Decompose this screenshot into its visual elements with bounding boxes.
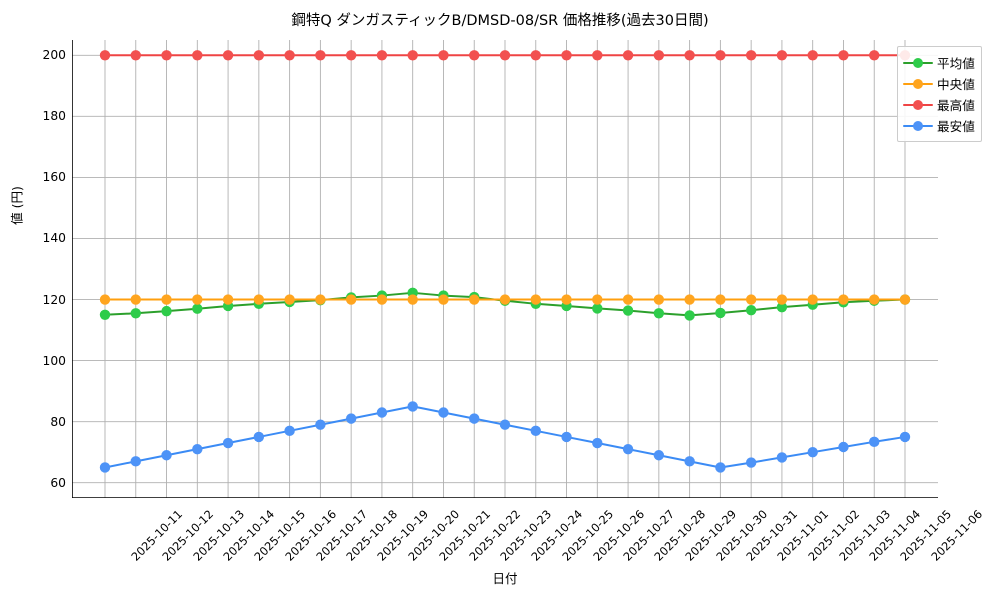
legend-marker-icon [903, 77, 933, 91]
series-3 [99, 401, 911, 473]
chart-title: 鋼特Q ダンガスティックB/DMSD-08/SR 価格推移(過去30日間) [291, 13, 709, 29]
series-2 [99, 50, 911, 61]
legend-item-3[interactable]: 最安値 [903, 115, 975, 136]
legend-label: 中央値 [937, 77, 975, 92]
legend-marker-icon [903, 56, 933, 70]
legend-marker-icon [903, 98, 933, 112]
plot-area [72, 40, 938, 498]
legend-label: 最安値 [937, 119, 975, 134]
plot-canvas [72, 40, 938, 498]
y-axis-tick-labels: 60 80 100 120 140 160 180 200 [18, 40, 66, 498]
series-1 [99, 294, 911, 305]
x-axis-tick-labels: 2025-10-11 2025-10-12 2025-10-13 2025-10-14… [0, 498, 1000, 568]
y-tick-label: 140 [42, 231, 66, 246]
y-tick-label: 120 [42, 292, 66, 307]
y-tick-label: 160 [42, 170, 66, 185]
y-tick-label: 60 [50, 475, 66, 490]
y-tick-label: 200 [42, 48, 66, 63]
legend-item-1[interactable]: 中央値 [903, 73, 975, 94]
y-tick-label: 100 [42, 353, 66, 368]
y-tick-label: 180 [42, 109, 66, 124]
chart-legend: 平均値中央値最高値最安値 [897, 46, 982, 142]
x-axis-label: 日付 [492, 571, 518, 586]
legend-marker-icon [903, 119, 933, 133]
legend-label: 最高値 [937, 98, 975, 113]
legend-item-2[interactable]: 最高値 [903, 94, 975, 115]
y-tick-label: 80 [50, 414, 66, 429]
legend-label: 平均値 [937, 56, 975, 71]
legend-item-0[interactable]: 平均値 [903, 52, 975, 73]
